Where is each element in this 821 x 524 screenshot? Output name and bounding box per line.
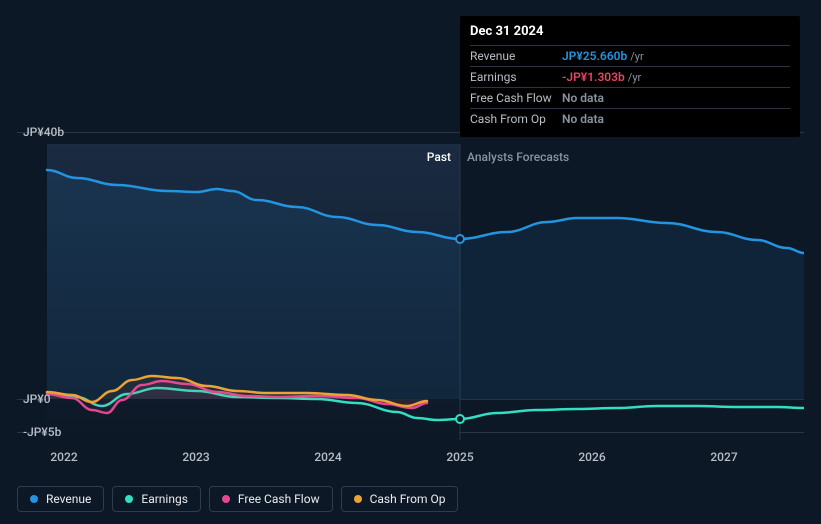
legend-dot-icon: [222, 495, 230, 503]
tooltip-metric-value: JP¥25.660b: [562, 49, 627, 63]
tooltip-date: Dec 31 2024: [470, 24, 790, 45]
y-axis-label: JP¥40b: [23, 125, 64, 139]
chart-legend: Revenue Earnings Free Cash Flow Cash From O…: [17, 486, 458, 512]
legend-dot-icon: [354, 495, 362, 503]
legend-item[interactable]: Revenue: [17, 486, 104, 512]
tooltip-row: Earnings-JP¥1.303b/yr: [470, 66, 790, 87]
data-marker: [455, 234, 465, 244]
legend-label: Cash From Op: [370, 492, 446, 506]
tooltip-metric-label: Cash From Op: [470, 112, 562, 126]
tooltip-suffix: /yr: [630, 50, 643, 63]
tooltip-row: RevenueJP¥25.660b/yr: [470, 45, 790, 66]
tooltip-row: Free Cash FlowNo data: [470, 87, 790, 108]
tooltip-metric-label: Free Cash Flow: [470, 91, 562, 105]
forecast-zone-label: Analysts Forecasts: [467, 150, 569, 164]
legend-item[interactable]: Earnings: [112, 486, 201, 512]
x-axis-label: 2023: [182, 450, 209, 464]
tooltip-row: Cash From OpNo data: [470, 108, 790, 129]
legend-dot-icon: [30, 495, 38, 503]
x-axis-label: 2022: [50, 450, 77, 464]
financial-chart: JP¥40b JP¥0 -JP¥5b 2022 2023 2024 2025 2026 202…: [17, 0, 804, 524]
legend-item[interactable]: Free Cash Flow: [209, 486, 333, 512]
x-axis-label: 2024: [314, 450, 341, 464]
tooltip-metric-value: No data: [562, 91, 604, 105]
tooltip-metric-label: Revenue: [470, 49, 562, 63]
legend-dot-icon: [125, 495, 133, 503]
chart-tooltip: Dec 31 2024 RevenueJP¥25.660b/yrEarnings…: [460, 16, 800, 137]
x-axis-label: 2027: [710, 450, 737, 464]
data-marker: [455, 414, 465, 424]
y-axis-label: -JP¥5b: [23, 425, 61, 439]
tooltip-suffix: /yr: [628, 71, 641, 84]
past-zone-label: Past: [427, 150, 451, 164]
tooltip-metric-value: -JP¥1.303b: [562, 70, 625, 84]
legend-item[interactable]: Cash From Op: [341, 486, 459, 512]
tooltip-metric-label: Earnings: [470, 70, 562, 84]
x-axis-label: 2026: [578, 450, 605, 464]
x-axis-label: 2025: [446, 450, 473, 464]
legend-label: Earnings: [141, 492, 188, 506]
legend-label: Free Cash Flow: [238, 492, 320, 506]
y-axis-label: JP¥0: [23, 392, 51, 406]
legend-label: Revenue: [46, 492, 91, 506]
tooltip-metric-value: No data: [562, 112, 604, 126]
